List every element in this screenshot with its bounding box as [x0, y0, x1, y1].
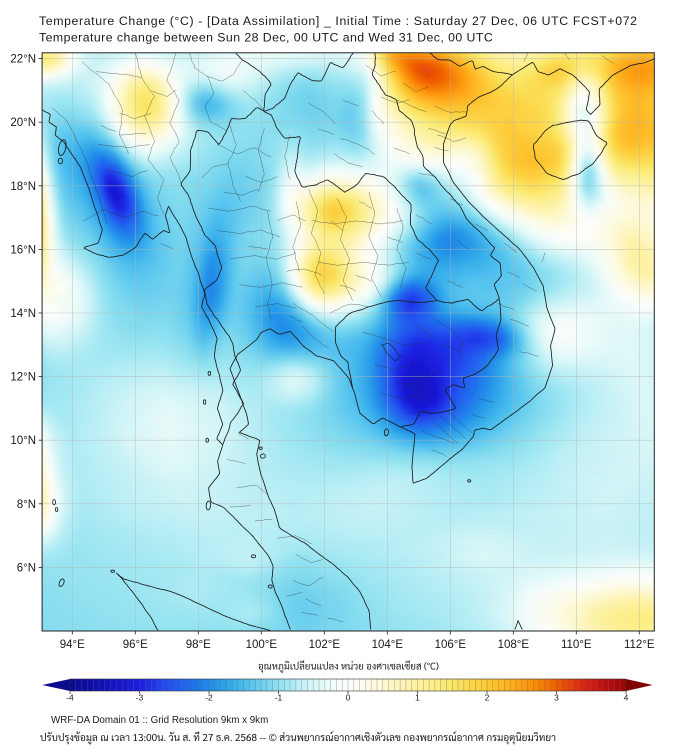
- svg-text:100°E: 100°E: [246, 639, 278, 651]
- svg-text:Temperature Change (°C) - [Dat: Temperature Change (°C) - [Data Assimila…: [39, 14, 638, 28]
- svg-text:6°N: 6°N: [17, 562, 36, 574]
- svg-text:16°N: 16°N: [10, 244, 36, 256]
- svg-text:94°E: 94°E: [60, 639, 85, 651]
- svg-text:-3: -3: [136, 693, 144, 703]
- svg-text:2: 2: [485, 693, 490, 703]
- svg-text:102°E: 102°E: [309, 639, 341, 651]
- svg-text:98°E: 98°E: [186, 639, 211, 651]
- svg-text:96°E: 96°E: [123, 639, 148, 651]
- svg-text:Temperature change between Sun: Temperature change between Sun 28 Dec, 0…: [39, 31, 493, 45]
- svg-text:104°E: 104°E: [372, 639, 404, 651]
- svg-text:14°N: 14°N: [10, 308, 36, 320]
- svg-text:12°N: 12°N: [10, 372, 36, 384]
- svg-text:106°E: 106°E: [435, 639, 467, 651]
- svg-text:112°E: 112°E: [624, 639, 655, 651]
- svg-text:-2: -2: [205, 693, 213, 703]
- svg-text:10°N: 10°N: [10, 435, 36, 447]
- svg-text:0: 0: [346, 693, 351, 703]
- svg-text:108°E: 108°E: [498, 639, 530, 651]
- svg-text:-4: -4: [66, 693, 74, 703]
- svg-text:-1: -1: [275, 693, 283, 703]
- svg-text:20°N: 20°N: [10, 117, 36, 129]
- svg-text:1: 1: [415, 693, 420, 703]
- svg-text:8°N: 8°N: [17, 499, 36, 511]
- svg-text:WRF-DA Domain 01 :: Grid Resol: WRF-DA Domain 01 :: Grid Resolution 9km …: [51, 715, 268, 726]
- svg-text:18°N: 18°N: [10, 181, 36, 193]
- svg-text:110°E: 110°E: [561, 639, 592, 651]
- svg-text:22°N: 22°N: [10, 54, 36, 66]
- svg-text:3: 3: [554, 693, 559, 703]
- svg-text:4: 4: [624, 693, 629, 703]
